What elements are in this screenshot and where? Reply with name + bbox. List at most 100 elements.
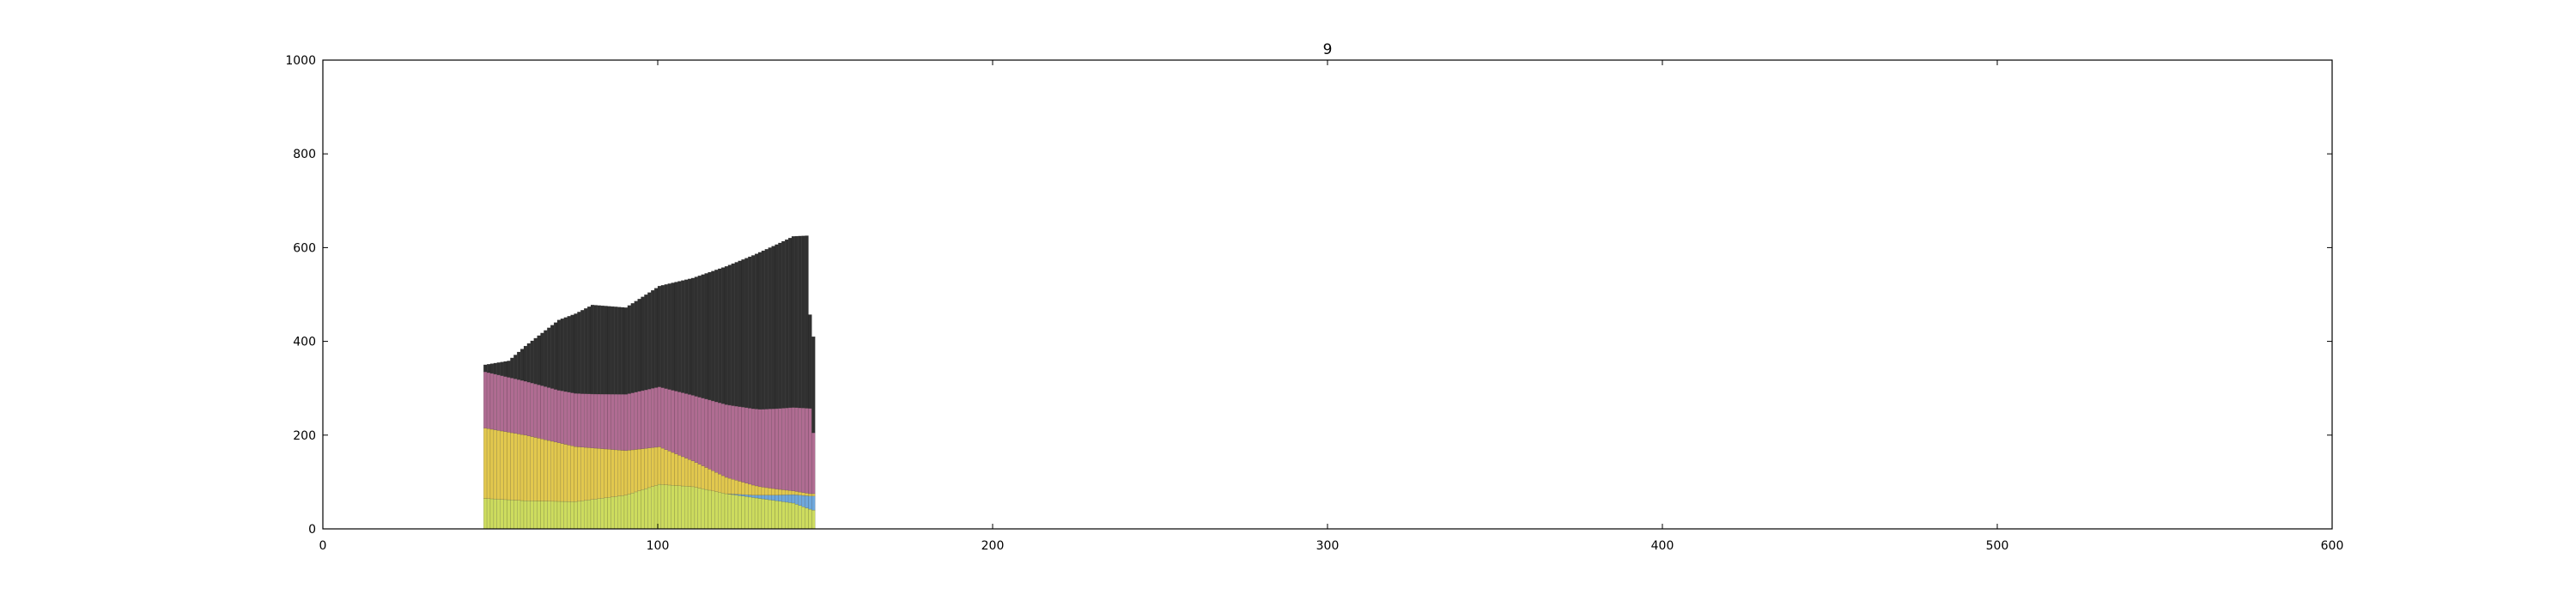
bar-segment-2 bbox=[728, 478, 732, 494]
bar-segment-3 bbox=[494, 374, 497, 430]
bar-segment-4 bbox=[744, 258, 748, 408]
bar-segment-0 bbox=[735, 495, 738, 529]
bar-segment-2 bbox=[547, 440, 550, 501]
bar-segment-3 bbox=[732, 405, 735, 479]
bar-segment-0 bbox=[547, 501, 550, 529]
bar-segment-0 bbox=[769, 500, 772, 529]
bar-segment-3 bbox=[795, 408, 799, 492]
bar-segment-3 bbox=[571, 392, 574, 446]
bar-segment-3 bbox=[811, 433, 815, 494]
bar-segment-2 bbox=[802, 493, 805, 495]
bar-segment-0 bbox=[527, 501, 531, 529]
bar-segment-2 bbox=[758, 487, 762, 495]
bar-segment-2 bbox=[507, 432, 511, 500]
bar-segment-4 bbox=[580, 310, 584, 393]
bar-segment-4 bbox=[497, 362, 501, 374]
bar-segment-1 bbox=[795, 495, 799, 504]
bar-segment-0 bbox=[638, 491, 641, 529]
bar-segment-3 bbox=[513, 379, 517, 433]
bar-segment-0 bbox=[524, 501, 527, 529]
bar-segment-2 bbox=[501, 431, 504, 500]
bar-segment-1 bbox=[744, 495, 748, 496]
bar-segment-3 bbox=[510, 378, 513, 433]
bar-segment-4 bbox=[513, 355, 517, 379]
bar-segment-2 bbox=[550, 441, 554, 501]
bar-segment-2 bbox=[490, 429, 494, 499]
bar-segment-0 bbox=[785, 502, 788, 529]
bar-segment-2 bbox=[698, 464, 702, 489]
bar-segment-3 bbox=[744, 408, 748, 483]
bar-segment-0 bbox=[635, 492, 638, 529]
bar-segment-3 bbox=[631, 393, 635, 450]
bar-segment-0 bbox=[684, 486, 688, 529]
bar-segment-4 bbox=[769, 247, 772, 409]
bar-segment-2 bbox=[811, 494, 815, 496]
bar-segment-4 bbox=[658, 286, 661, 386]
bar-segment-3 bbox=[702, 398, 705, 466]
bar-segment-2 bbox=[781, 489, 785, 495]
bar-segment-4 bbox=[758, 252, 762, 410]
bar-segment-2 bbox=[584, 447, 587, 501]
bar-segment-3 bbox=[584, 394, 587, 447]
bar-segment-3 bbox=[594, 394, 598, 448]
bar-segment-3 bbox=[591, 394, 594, 448]
bar-segment-2 bbox=[691, 461, 695, 487]
bar-segment-1 bbox=[811, 496, 815, 510]
bar-segment-0 bbox=[668, 485, 671, 529]
bar-segment-1 bbox=[751, 495, 755, 498]
bar-segment-4 bbox=[617, 307, 621, 395]
bar-segment-4 bbox=[688, 279, 691, 395]
bar-segment-3 bbox=[698, 398, 702, 464]
bar-segment-2 bbox=[748, 484, 751, 495]
bar-segment-4 bbox=[725, 266, 728, 404]
bar-segment-2 bbox=[598, 448, 601, 498]
y-tick-label: 600 bbox=[293, 241, 316, 255]
bar-segment-0 bbox=[765, 500, 769, 529]
bar-segment-3 bbox=[675, 391, 678, 453]
bar-segment-3 bbox=[608, 394, 611, 449]
bar-segment-0 bbox=[778, 501, 781, 529]
bar-segment-3 bbox=[742, 407, 745, 482]
x-tick-label: 500 bbox=[1986, 539, 2009, 553]
y-tick-label: 400 bbox=[293, 336, 316, 349]
bar-segment-3 bbox=[688, 394, 691, 459]
bar-segment-3 bbox=[544, 386, 547, 440]
bar-segment-0 bbox=[568, 501, 571, 529]
bar-segment-2 bbox=[487, 428, 490, 498]
bar-segment-2 bbox=[658, 446, 661, 484]
bar-segment-2 bbox=[564, 445, 568, 502]
bar-segment-3 bbox=[695, 396, 698, 462]
bar-segment-4 bbox=[587, 307, 591, 394]
bar-segment-2 bbox=[577, 446, 580, 501]
bar-segment-0 bbox=[671, 485, 675, 529]
bar-segment-0 bbox=[702, 489, 705, 529]
bar-segment-2 bbox=[504, 432, 507, 500]
bar-segment-4 bbox=[775, 245, 779, 409]
bar-segment-2 bbox=[705, 467, 708, 489]
bar-segment-3 bbox=[735, 406, 738, 480]
bar-segment-2 bbox=[732, 479, 735, 494]
bar-segment-3 bbox=[671, 390, 675, 452]
bar-segment-2 bbox=[755, 486, 758, 495]
bar-segment-0 bbox=[520, 501, 524, 529]
bar-segment-2 bbox=[681, 457, 684, 486]
bar-segment-3 bbox=[577, 393, 580, 446]
bar-segment-1 bbox=[755, 495, 758, 498]
bar-segment-2 bbox=[531, 437, 534, 501]
bar-segment-4 bbox=[772, 246, 775, 409]
bar-segment-3 bbox=[661, 388, 665, 449]
bar-segment-4 bbox=[571, 315, 574, 393]
bar-segment-4 bbox=[574, 313, 578, 393]
bar-segment-1 bbox=[765, 495, 769, 500]
bar-segment-2 bbox=[809, 494, 812, 496]
bar-segment-4 bbox=[665, 284, 668, 388]
bar-segment-2 bbox=[778, 489, 781, 495]
bar-segment-0 bbox=[665, 485, 668, 529]
bar-segment-3 bbox=[568, 392, 571, 446]
bar-segment-3 bbox=[614, 394, 617, 450]
bar-segment-1 bbox=[772, 495, 775, 501]
bar-segment-3 bbox=[705, 399, 708, 468]
x-tick-label: 0 bbox=[319, 539, 327, 553]
bar-segment-3 bbox=[490, 373, 494, 429]
